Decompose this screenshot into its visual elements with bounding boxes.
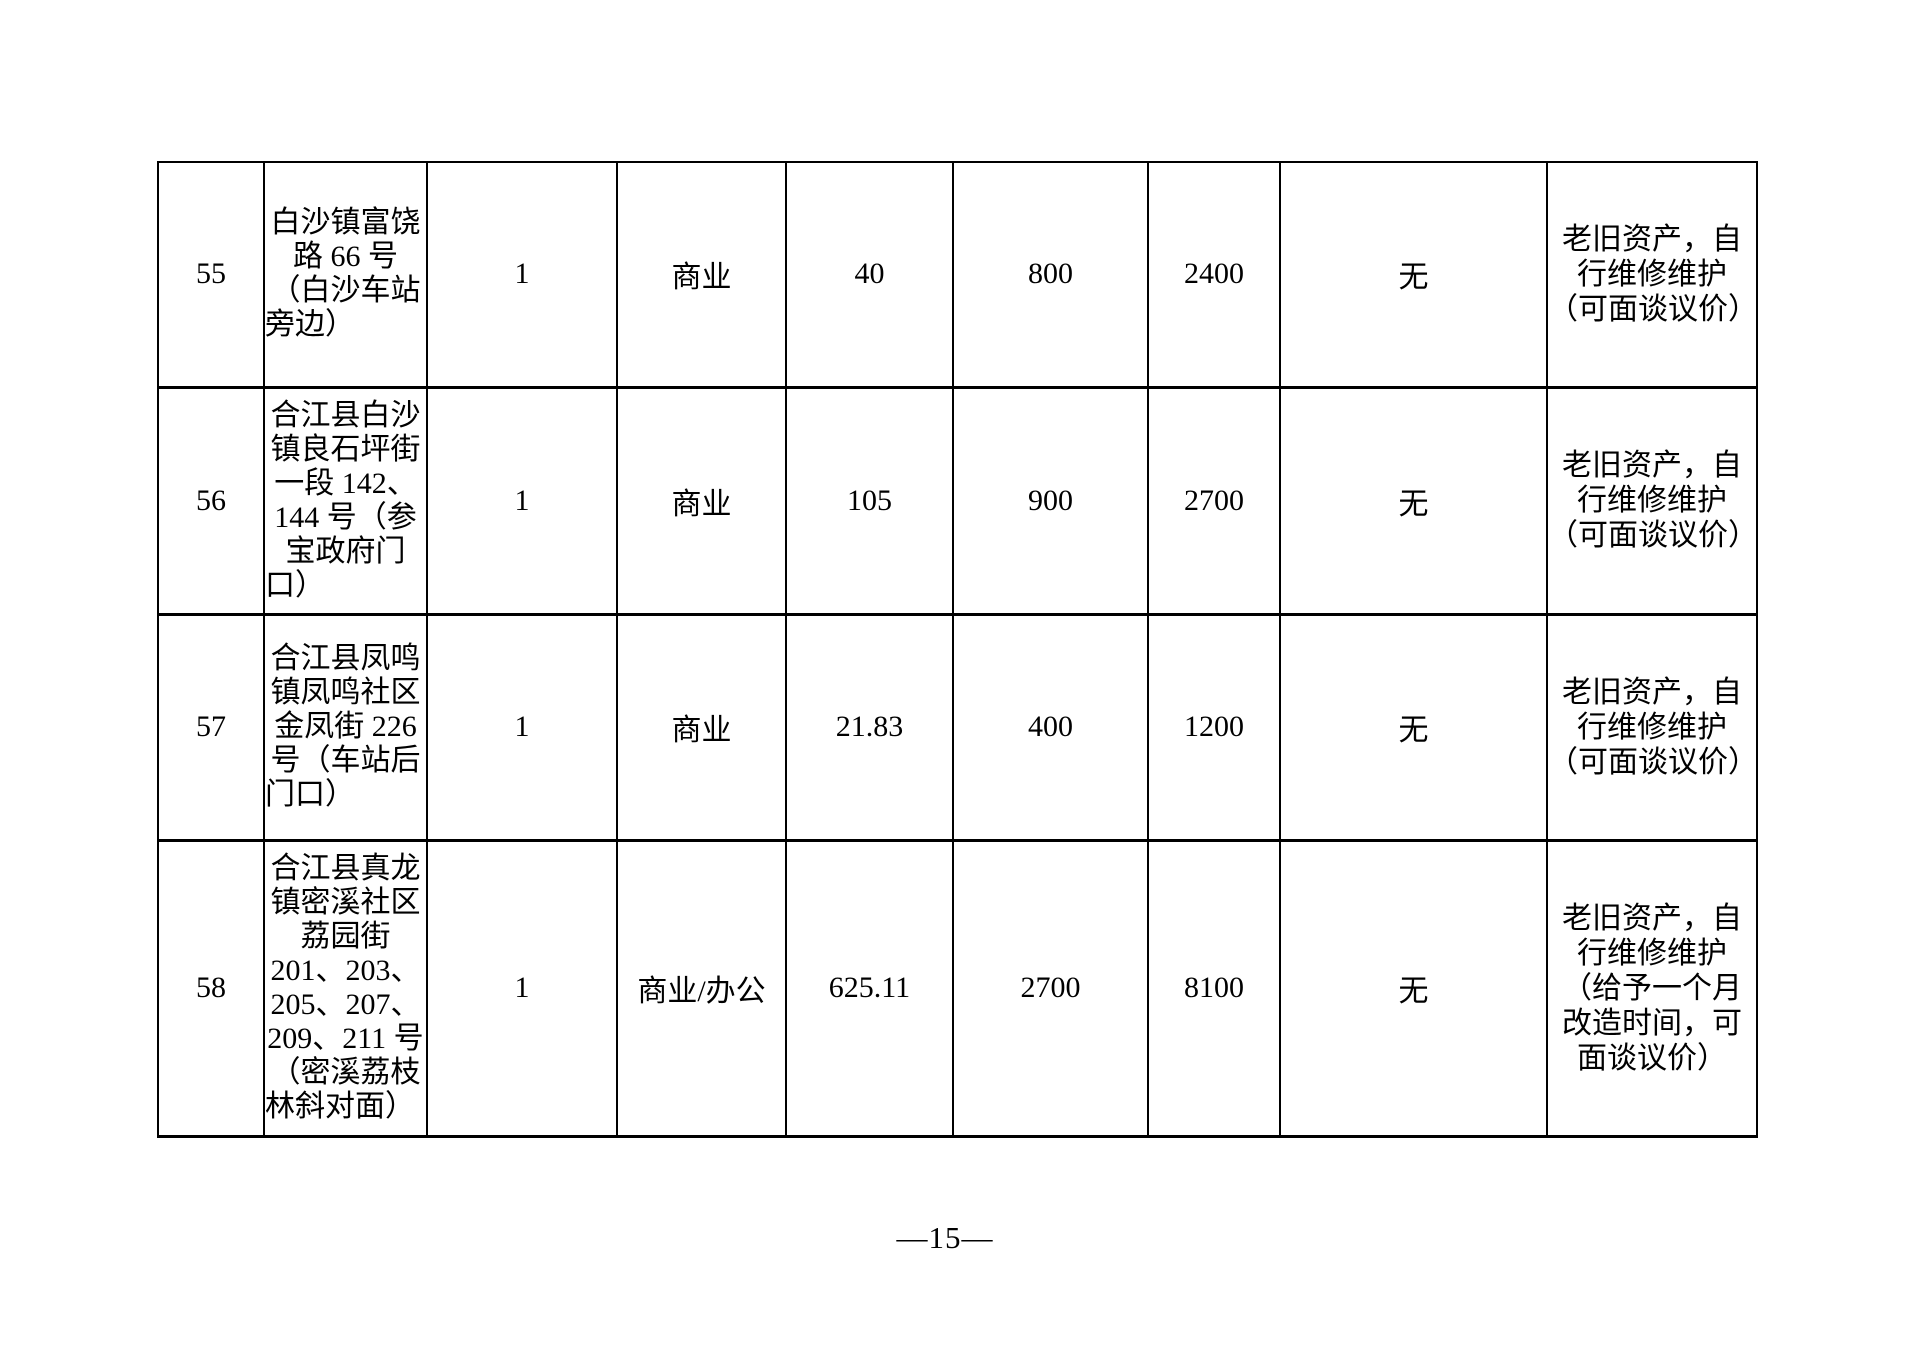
row56-col9: 老旧资产，自行维修维护（可面谈议价） <box>1546 385 1758 616</box>
row56-col5: 105 <box>785 385 954 616</box>
row58-col3: 1 <box>426 838 618 1138</box>
row58-col5: 625.11 <box>785 838 954 1138</box>
row55-col3: 1 <box>426 161 618 389</box>
table-row-55: 55 白沙镇富饶路 66 号（白沙车站旁边） 1 商业 40 800 2400 … <box>157 161 1758 389</box>
page-number: —15— <box>896 1220 994 1255</box>
row56-col8: 无 <box>1279 385 1548 616</box>
row55-col5: 40 <box>785 161 954 389</box>
row55-col1: 55 <box>157 161 265 389</box>
row58-col9: 老旧资产，自行维修维护（给予一个月改造时间，可面谈议价） <box>1546 838 1758 1138</box>
table-row-56: 56 合江县白沙镇良石坪街一段 142、144 号（参宝政府门口） 1 商业 1… <box>157 385 1758 616</box>
row56-col1: 56 <box>157 385 265 616</box>
row57-col2: 合江县凤鸣镇凤鸣社区金凤街 226 号（车站后门口） <box>263 612 428 842</box>
row58-col4: 商业/办公 <box>616 838 787 1138</box>
row56-col7: 2700 <box>1147 385 1281 616</box>
row58-col8: 无 <box>1279 838 1548 1138</box>
asset-lease-table: 55 白沙镇富饶路 66 号（白沙车站旁边） 1 商业 40 800 2400 … <box>157 161 1758 1138</box>
row58-col7: 8100 <box>1147 838 1281 1138</box>
row56-col2: 合江县白沙镇良石坪街一段 142、144 号（参宝政府门口） <box>263 385 428 616</box>
row57-col4: 商业 <box>616 612 787 842</box>
table-row-58: 58 合江县真龙镇密溪社区荔园街 201、203、205、207、209、211… <box>157 838 1758 1138</box>
row55-col6: 800 <box>952 161 1149 389</box>
row55-col4: 商业 <box>616 161 787 389</box>
row57-col3: 1 <box>426 612 618 842</box>
row56-col6: 900 <box>952 385 1149 616</box>
row57-col7: 1200 <box>1147 612 1281 842</box>
row55-col9: 老旧资产，自行维修维护（可面谈议价） <box>1546 161 1758 389</box>
table-row-57: 57 合江县凤鸣镇凤鸣社区金凤街 226 号（车站后门口） 1 商业 21.83… <box>157 612 1758 842</box>
row58-col2: 合江县真龙镇密溪社区荔园街 201、203、205、207、209、211 号（… <box>263 838 428 1138</box>
row58-col1: 58 <box>157 838 265 1138</box>
row56-col3: 1 <box>426 385 618 616</box>
row57-col1: 57 <box>157 612 265 842</box>
row55-col8: 无 <box>1279 161 1548 389</box>
row55-col2: 白沙镇富饶路 66 号（白沙车站旁边） <box>263 161 428 389</box>
row58-col6: 2700 <box>952 838 1149 1138</box>
row57-col8: 无 <box>1279 612 1548 842</box>
row56-col4: 商业 <box>616 385 787 616</box>
row55-col7: 2400 <box>1147 161 1281 389</box>
row57-col5: 21.83 <box>785 612 954 842</box>
row57-col9: 老旧资产，自行维修维护（可面谈议价） <box>1546 612 1758 842</box>
row57-col6: 400 <box>952 612 1149 842</box>
